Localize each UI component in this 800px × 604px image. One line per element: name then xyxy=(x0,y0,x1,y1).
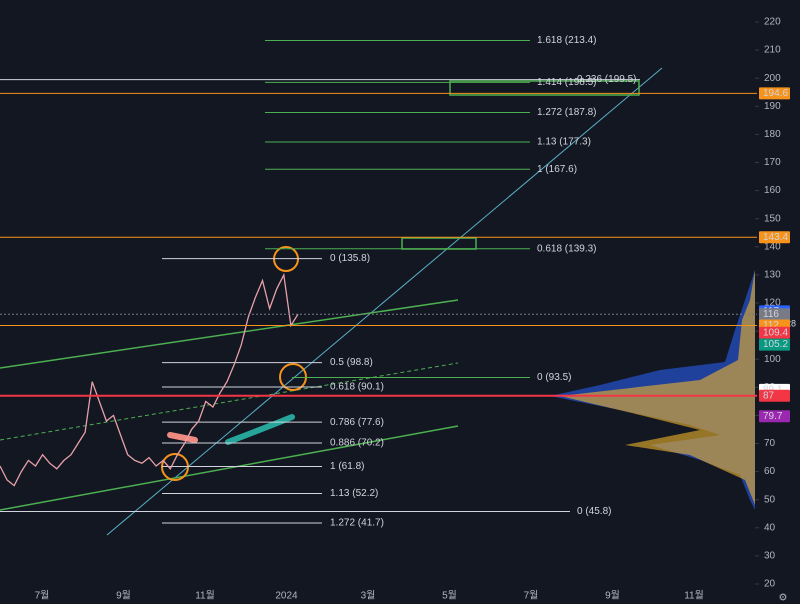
x-tick-label: 2024 xyxy=(275,591,298,602)
y-tick-label: 30 xyxy=(764,551,776,562)
fib-label: 1.13 (52.2) xyxy=(330,488,378,499)
highlight xyxy=(225,414,295,445)
fib-label: 0.618 (90.1) xyxy=(330,382,384,393)
fib-label: 1.272 (187.8) xyxy=(537,107,597,118)
x-tick-label: 11월 xyxy=(195,590,215,602)
trendline xyxy=(106,67,663,536)
y-tick-label: 20 xyxy=(764,579,776,590)
channel-line xyxy=(0,425,459,511)
fib-label: 0.5 (98.8) xyxy=(330,357,373,368)
settings-icon[interactable]: ⚙ xyxy=(779,593,788,604)
price-tag-label: 112 xyxy=(763,320,779,331)
x-tick-label: 5월 xyxy=(442,590,457,602)
price-tag xyxy=(759,410,790,423)
x-tick-label: 9월 xyxy=(605,590,620,602)
price-tag-label: 143.4 xyxy=(763,232,788,243)
price-tag xyxy=(759,389,790,402)
y-tick-label: 50 xyxy=(764,494,776,505)
highlight xyxy=(167,432,198,443)
y-tick-label: 140 xyxy=(764,241,781,252)
x-tick-label: 7월 xyxy=(524,590,539,602)
fib-label: 0 (135.8) xyxy=(330,253,370,264)
x-tick-label: 9월 xyxy=(116,590,131,602)
price-tag-label: 105.2 xyxy=(763,339,788,350)
price-tag xyxy=(759,338,790,351)
price-tag-label: 116 xyxy=(763,309,779,320)
y-tick-label: 210 xyxy=(764,45,781,56)
fib-label: 0.618 (139.3) xyxy=(537,243,597,254)
y-tick-label: 40 xyxy=(764,522,776,533)
price-tag xyxy=(759,326,790,339)
y-tick-label: 60 xyxy=(764,466,776,477)
fib-label: 0.886 (70.2) xyxy=(330,438,384,449)
price-tag xyxy=(759,231,790,244)
target-box xyxy=(449,80,640,96)
price-tag-label: 87 xyxy=(763,390,775,401)
y-tick-label: 120 xyxy=(764,298,781,309)
x-tick-label: 7월 xyxy=(35,590,50,602)
x-tick-label: 3월 xyxy=(361,590,376,602)
fib-label: 1 (167.6) xyxy=(537,164,577,175)
y-tick-label: 130 xyxy=(764,270,781,281)
y-tick-label: 160 xyxy=(764,185,781,196)
y-tick-label: 190 xyxy=(764,101,781,112)
x-tick-label: 11월 xyxy=(684,590,704,602)
channel-line xyxy=(0,299,459,369)
price-tag xyxy=(759,87,790,100)
fib-label: 1 (61.8) xyxy=(330,461,364,472)
fib-label: 0 (45.8) xyxy=(577,506,611,517)
fib-label: 0.236 (199.5) xyxy=(577,74,637,85)
fib-label: 0 (93.5) xyxy=(537,372,571,383)
fib-label: 1.618 (213.4) xyxy=(537,35,597,46)
price-tag-label: 194.6 xyxy=(763,88,788,99)
y-tick-label: 170 xyxy=(764,157,781,168)
fib-label: 1.272 (41.7) xyxy=(330,518,384,529)
fib-label: 1.414 (198.5) xyxy=(537,77,597,88)
fib-label: 1.13 (177.3) xyxy=(537,137,591,148)
price-tag-label: 109.4 xyxy=(763,327,788,338)
y-tick-label: 100 xyxy=(764,354,781,365)
y-tick-label: 200 xyxy=(764,73,781,84)
fib-label: 0.786 (77.6) xyxy=(330,417,384,428)
y-tick-label: 180 xyxy=(764,129,781,140)
price-line xyxy=(0,272,299,487)
price-tag-label: 79.7 xyxy=(763,411,783,422)
y-tick-label: 220 xyxy=(764,17,781,28)
y-tick-label: 150 xyxy=(764,213,781,224)
volume-profile xyxy=(560,270,755,505)
channel-mid xyxy=(0,362,459,441)
y-tick-label: 70 xyxy=(764,438,776,449)
